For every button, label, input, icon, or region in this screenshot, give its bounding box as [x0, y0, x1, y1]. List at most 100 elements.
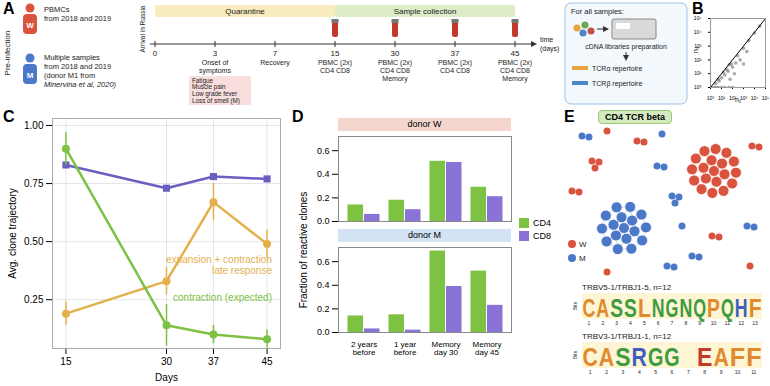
svg-text:N: N [652, 293, 665, 323]
svg-text:Q: Q [693, 293, 706, 323]
svg-text:For all samples:: For all samples: [571, 7, 624, 16]
svg-text:R: R [632, 342, 648, 372]
svg-text:CD4 CD8: CD4 CD8 [320, 67, 350, 74]
svg-text:A: A [596, 293, 609, 323]
svg-text:G: G [648, 342, 663, 372]
svg-text:N: N [679, 293, 692, 323]
svg-text:37: 37 [208, 356, 220, 367]
svg-text:(donor M1 from: (donor M1 from [44, 71, 95, 80]
svg-text:0.4: 0.4 [317, 280, 330, 290]
svg-text:Loss of smell (M): Loss of smell (M) [192, 97, 240, 105]
svg-text:Onset of: Onset of [202, 59, 229, 66]
svg-text:10: 10 [711, 320, 717, 326]
svg-text:P: P [707, 293, 720, 323]
svg-text:0.2: 0.2 [317, 193, 330, 203]
svg-text:A: A [713, 342, 729, 372]
svg-text:1 yearbefore: 1 yearbefore [394, 340, 417, 357]
svg-text:Sample collection: Sample collection [394, 7, 457, 16]
svg-text:Memory: Memory [382, 75, 408, 83]
svg-text:10²: 10² [694, 57, 702, 63]
svg-text:37: 37 [451, 49, 460, 58]
svg-text:0.75: 0.75 [24, 178, 44, 189]
svg-text:9: 9 [698, 320, 701, 326]
svg-text:n₁: n₁ [735, 96, 742, 103]
svg-text:from 2018 and 2019: from 2018 and 2019 [44, 14, 111, 23]
svg-text:3: 3 [615, 320, 618, 326]
svg-text:30: 30 [391, 49, 400, 58]
svg-text:30: 30 [161, 356, 173, 367]
svg-text:0.0: 0.0 [317, 327, 330, 337]
svg-text:CD4 CD8: CD4 CD8 [440, 67, 470, 74]
svg-text:2: 2 [605, 369, 608, 375]
svg-text:8: 8 [684, 320, 687, 326]
svg-text:0.2: 0.2 [317, 304, 330, 314]
svg-text:8: 8 [703, 369, 706, 375]
svg-text:F: F [730, 342, 745, 372]
svg-text:1: 1 [588, 320, 591, 326]
svg-text:PBMC (2x): PBMC (2x) [498, 59, 532, 67]
svg-text:15: 15 [60, 356, 72, 367]
svg-text:TRBV5-1/TRBJ1-5, n=12: TRBV5-1/TRBJ1-5, n=12 [582, 283, 672, 292]
svg-text:symptoms: symptoms [199, 67, 231, 75]
svg-text:2 yearsbefore: 2 yearsbefore [351, 340, 377, 357]
svg-text:13: 13 [752, 320, 758, 326]
svg-text:0.25: 0.25 [24, 294, 44, 305]
svg-text:time: time [540, 36, 553, 43]
svg-text:10: 10 [735, 369, 741, 375]
svg-text:Memoryday 30: Memoryday 30 [432, 340, 461, 357]
svg-text:Minervina et al, 2020): Minervina et al, 2020) [44, 80, 117, 89]
svg-text:10⁰: 10⁰ [694, 84, 702, 90]
svg-text:6: 6 [671, 369, 674, 375]
svg-text:Avg. clone trajectory: Avg. clone trajectory [7, 188, 18, 278]
svg-text:7: 7 [273, 49, 278, 58]
svg-text:12: 12 [738, 320, 744, 326]
svg-text:10⁵: 10⁵ [762, 95, 770, 101]
svg-text:W: W [26, 21, 34, 30]
svg-text:Memory: Memory [502, 75, 528, 83]
svg-text:7: 7 [687, 369, 690, 375]
svg-text:4: 4 [629, 320, 632, 326]
svg-text:TCRα repertoire: TCRα repertoire [592, 65, 642, 73]
svg-text:G: G [664, 342, 679, 372]
svg-text:Bits: Bits [572, 301, 578, 310]
svg-text:5: 5 [643, 320, 646, 326]
svg-text:PBMC (2x): PBMC (2x) [438, 59, 472, 67]
svg-text:1.00: 1.00 [24, 120, 44, 131]
svg-text:0.6: 0.6 [317, 146, 330, 156]
svg-text:Arrival in Russia: Arrival in Russia [139, 5, 146, 52]
svg-text:10¹: 10¹ [718, 95, 726, 101]
svg-text:Recovery: Recovery [260, 59, 290, 67]
svg-text:4: 4 [638, 369, 641, 375]
svg-text:M: M [27, 71, 34, 80]
svg-text:2: 2 [601, 320, 604, 326]
svg-text:3: 3 [213, 49, 218, 58]
svg-text:cDNA libraries preparation: cDNA libraries preparation [585, 43, 667, 51]
svg-text:C: C [583, 342, 599, 372]
svg-text:0: 0 [153, 49, 158, 58]
svg-text:A: A [599, 342, 615, 372]
svg-text:0.0: 0.0 [317, 216, 330, 226]
svg-text:E: E [697, 342, 712, 372]
svg-text:Multiple samples: Multiple samples [44, 53, 100, 62]
svg-text:0.4: 0.4 [317, 169, 330, 179]
svg-text:9: 9 [720, 369, 723, 375]
svg-text:1: 1 [589, 369, 592, 375]
svg-text:F: F [749, 293, 762, 323]
svg-text:PBMC (2x): PBMC (2x) [378, 59, 412, 67]
svg-text:S: S [615, 342, 630, 372]
svg-text:Memoryday 45: Memoryday 45 [473, 340, 502, 357]
svg-text:10⁰: 10⁰ [707, 95, 715, 101]
svg-text:S: S [624, 293, 637, 323]
svg-text:L: L [638, 293, 651, 323]
svg-text:15: 15 [331, 49, 340, 58]
svg-text:CD4 CD8: CD4 CD8 [500, 67, 530, 74]
svg-text:11: 11 [725, 320, 730, 326]
svg-text:TRBV3-1/TRBJ1-1, n=12: TRBV3-1/TRBJ1-1, n=12 [582, 332, 672, 341]
svg-text:6: 6 [657, 320, 660, 326]
svg-text:10⁴: 10⁴ [751, 95, 759, 101]
svg-text:5: 5 [654, 369, 657, 375]
svg-text:n₂: n₂ [692, 46, 699, 53]
svg-text:F: F [746, 342, 761, 372]
svg-text:45: 45 [511, 49, 520, 58]
svg-text:PBMC (2x): PBMC (2x) [318, 59, 352, 67]
